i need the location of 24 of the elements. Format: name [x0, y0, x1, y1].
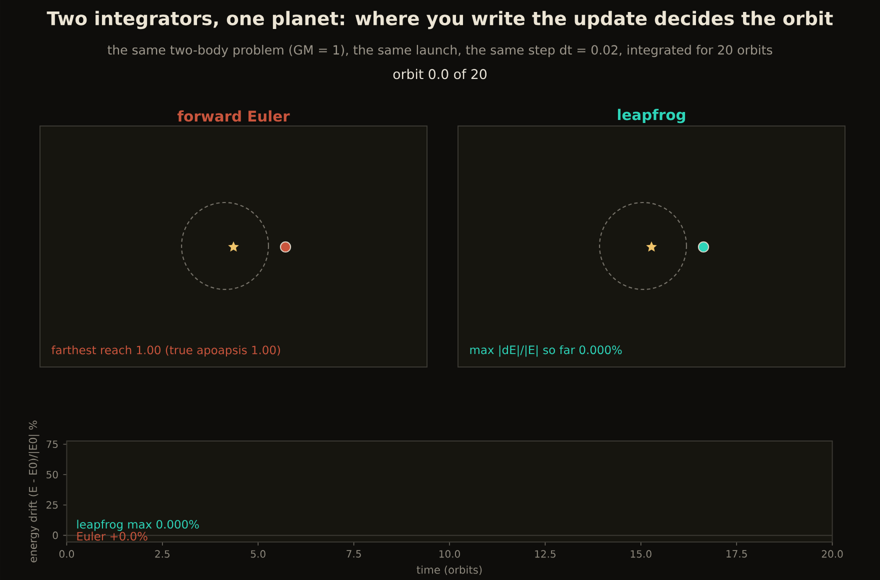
x-tick-label: 5.0	[250, 550, 266, 558]
y-tick-label: 50	[46, 470, 58, 478]
annotation: leapfrog max 0.000%	[77, 520, 199, 531]
x-axis-title: time (orbits)	[416, 566, 482, 576]
text: orbit 0.0 of 20	[393, 68, 487, 80]
x-tick-label: 7.5	[346, 550, 361, 558]
y-tick-label: 0	[52, 532, 58, 540]
x-tick-label: 20.0	[822, 550, 843, 558]
text: forward Euler	[177, 110, 290, 122]
text: farthest reach 1.00 (true apoapsis 1.00)	[52, 345, 280, 357]
y-axis-title: energy drift (E - E0)/|E0| %	[28, 420, 40, 562]
x-tick-label: 10.0	[439, 550, 460, 558]
text: the same two-body problem (GM = 1), the same launch, the same step dt = 0.02, integrated for 20 orbits	[108, 44, 772, 58]
y-tick-label: 25	[46, 501, 58, 509]
text: max |dE|/|E| so far 0.000%	[470, 345, 622, 357]
x-tick-label: 0.0	[59, 550, 74, 558]
x-tick-label: 2.5	[155, 550, 170, 558]
y-tick-label: 75	[46, 440, 58, 448]
annotation: Euler +0.0%	[77, 532, 148, 541]
text: Two integrators, one planet: where you write the update decides the orbit	[46, 10, 833, 30]
text: leapfrog	[618, 108, 686, 124]
x-tick-label: 12.5	[535, 550, 556, 558]
x-tick-label: 17.5	[726, 550, 747, 558]
x-tick-label: 15.0	[630, 550, 652, 558]
